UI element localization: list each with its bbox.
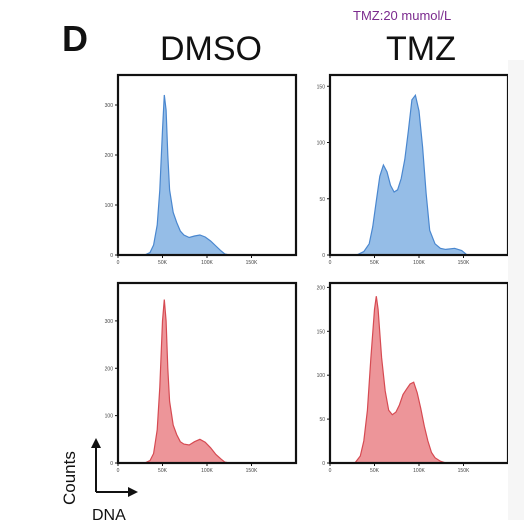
histogram-area-dmso-bottom — [144, 299, 230, 464]
y-tick-label-tmz-bottom: 50 — [319, 417, 325, 423]
x-tick-label-tmz-top: 100K — [413, 260, 425, 266]
histogram-area-tmz-top — [356, 93, 469, 256]
y-tick-label-tmz-bottom: 200 — [317, 285, 326, 291]
column-title-tmz: TMZ — [386, 30, 456, 68]
x-tick-label-tmz-bottom: 150K — [458, 468, 470, 474]
column-title-dmso: DMSO — [160, 30, 262, 68]
y-tick-label-dmso-top: 300 — [105, 103, 114, 109]
x-tick-label-dmso-top: 50K — [158, 260, 168, 266]
x-tick-label-dmso-top: 0 — [117, 260, 120, 266]
x-axis-label: DNA — [92, 507, 126, 524]
axis-legend: Counts DNA — [60, 438, 138, 524]
treatment-note: TMZ:20 mumol/L — [353, 8, 452, 23]
x-tick-label-dmso-bottom: 0 — [117, 468, 120, 474]
x-tick-label-tmz-top: 0 — [329, 260, 332, 266]
y-tick-label-dmso-bottom: 200 — [105, 366, 114, 372]
y-tick-label-tmz-top: 50 — [319, 197, 325, 203]
y-tick-label-tmz-bottom: 100 — [317, 373, 326, 379]
y-tick-label-tmz-top: 100 — [317, 141, 326, 147]
y-tick-label-dmso-top: 100 — [105, 203, 114, 209]
x-tick-label-dmso-bottom: 100K — [201, 468, 213, 474]
y-tick-label-tmz-bottom: 0 — [322, 461, 325, 467]
y-tick-label-dmso-bottom: 100 — [105, 414, 114, 420]
x-tick-label-tmz-top: 50K — [370, 260, 380, 266]
dna-arrow-head — [128, 487, 138, 497]
right-edge-fragment — [508, 60, 524, 520]
y-tick-label-dmso-top: 200 — [105, 153, 114, 159]
counts-arrow-head — [91, 438, 101, 448]
histogram-tmz-bottom: 0 50 100 150 200 0 50K 100K 150K — [317, 281, 510, 474]
plot-frame-dmso-top — [116, 73, 298, 257]
x-tick-label-tmz-top: 150K — [458, 260, 470, 266]
histogram-dmso-bottom: 0 100 200 300 0 50K 100K 150K — [105, 281, 298, 474]
x-tick-label-dmso-top: 150K — [246, 260, 258, 266]
x-tick-label-dmso-bottom: 50K — [158, 468, 168, 474]
x-tick-label-tmz-bottom: 0 — [329, 468, 332, 474]
x-tick-label-tmz-bottom: 100K — [413, 468, 425, 474]
x-tick-label-dmso-top: 100K — [201, 260, 213, 266]
plot-frame-dmso-bottom — [116, 281, 298, 465]
y-tick-label-dmso-bottom: 300 — [105, 319, 114, 325]
y-tick-label-tmz-top: 0 — [322, 253, 325, 259]
y-tick-label-tmz-bottom: 150 — [317, 329, 326, 335]
histogram-tmz-top: 0 50 100 150 0 50K 100K 150K — [317, 73, 510, 266]
y-axis-label: Counts — [60, 451, 79, 505]
y-tick-label-dmso-top: 0 — [110, 253, 113, 259]
y-tick-label-tmz-top: 150 — [317, 84, 326, 90]
histogram-area-dmso-top — [144, 94, 230, 256]
x-tick-label-tmz-bottom: 50K — [370, 468, 380, 474]
histogram-area-tmz-bottom — [353, 296, 446, 464]
y-tick-label-dmso-bottom: 0 — [110, 461, 113, 467]
x-tick-label-dmso-bottom: 150K — [246, 468, 258, 474]
panel-letter: D — [62, 18, 88, 59]
histogram-dmso-top: 0 100 200 300 0 50K 100K 150K — [105, 73, 298, 266]
